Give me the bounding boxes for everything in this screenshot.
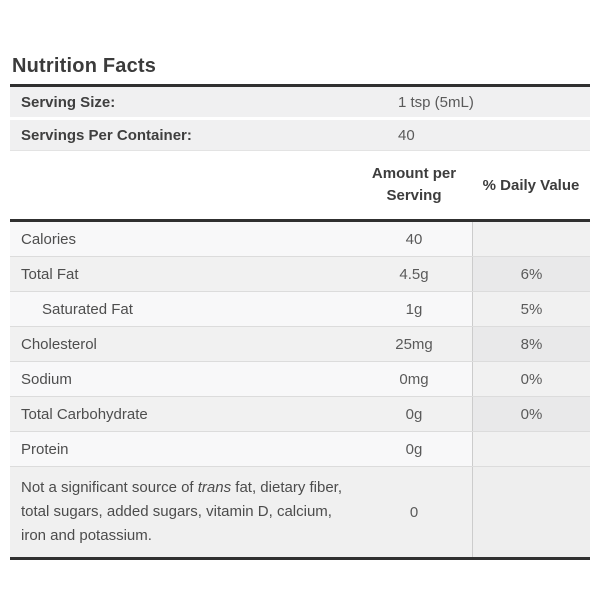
footnote-row: Not a significant source of trans fat, d…	[10, 467, 590, 560]
nutrient-label: Cholesterol	[21, 335, 97, 353]
serving-info-label: Serving Size:	[21, 93, 116, 111]
amount-value: 0g	[405, 405, 423, 423]
daily-value-cell: 0%	[472, 362, 590, 396]
serving-info-row: Serving Size: 1 tsp (5mL)	[10, 87, 590, 117]
nutrient-label: Total Carbohydrate	[21, 405, 148, 423]
table-row: Total Carbohydrate 0g 0%	[10, 397, 590, 432]
footnote-text: Not a significant source of trans fat, d…	[10, 467, 356, 557]
serving-info-label: Servings Per Container:	[21, 126, 192, 144]
serving-info-value: 40	[398, 126, 415, 144]
table-row: Protein 0g	[10, 432, 590, 467]
page-title: Nutrition Facts	[12, 55, 157, 77]
daily-value-cell: 8%	[472, 327, 590, 361]
footnote-daily-value	[472, 467, 590, 557]
amount-value: 25mg	[395, 335, 433, 353]
daily-value-cell	[472, 222, 590, 256]
amount-value: 4.5g	[399, 265, 429, 283]
daily-value-cell: 5%	[472, 292, 590, 326]
daily-value-header: % Daily Value	[482, 176, 580, 194]
daily-value-cell	[472, 432, 590, 466]
amount-per-serving-header: Amount per Serving	[371, 165, 457, 204]
daily-value-cell: 0%	[472, 397, 590, 431]
nutrition-facts-panel: Nutrition Facts Serving Size: 1 tsp (5mL…	[10, 52, 590, 560]
table-row: Saturated Fat 1g 5%	[10, 292, 590, 327]
serving-info-row: Servings Per Container: 40	[10, 120, 590, 150]
amount-value: 0g	[405, 440, 423, 458]
amount-value: 0mg	[399, 370, 429, 388]
serving-info-section: Serving Size: 1 tsp (5mL) Servings Per C…	[10, 84, 590, 151]
footnote-amount-value: 0	[409, 503, 419, 521]
table-row: Calories 40	[10, 222, 590, 257]
nutrient-label: Sodium	[21, 370, 72, 388]
table-row: Sodium 0mg 0%	[10, 362, 590, 397]
daily-value-cell: 6%	[472, 257, 590, 291]
footnote-text-post: fat, dietary fiber, total sugars, added …	[21, 479, 343, 544]
table-row: Total Fat 4.5g 6%	[10, 257, 590, 292]
footnote-text-italic: trans	[197, 479, 232, 496]
nutrient-label: Calories	[21, 230, 77, 248]
nutrient-label: Protein	[21, 440, 69, 458]
nutrient-label: Saturated Fat	[42, 300, 133, 318]
table-body: Calories 40 Total Fat 4.5g 6% Saturated …	[10, 222, 590, 467]
amount-value: 1g	[405, 300, 423, 318]
footnote-text-pre: Not a significant source of	[21, 479, 198, 496]
table-header-row: Amount per Serving % Daily Value	[10, 151, 590, 222]
amount-value: 40	[405, 230, 423, 248]
nutrient-label: Total Fat	[21, 265, 79, 283]
serving-info-value: 1 tsp (5mL)	[398, 93, 474, 111]
table-row: Cholesterol 25mg 8%	[10, 327, 590, 362]
